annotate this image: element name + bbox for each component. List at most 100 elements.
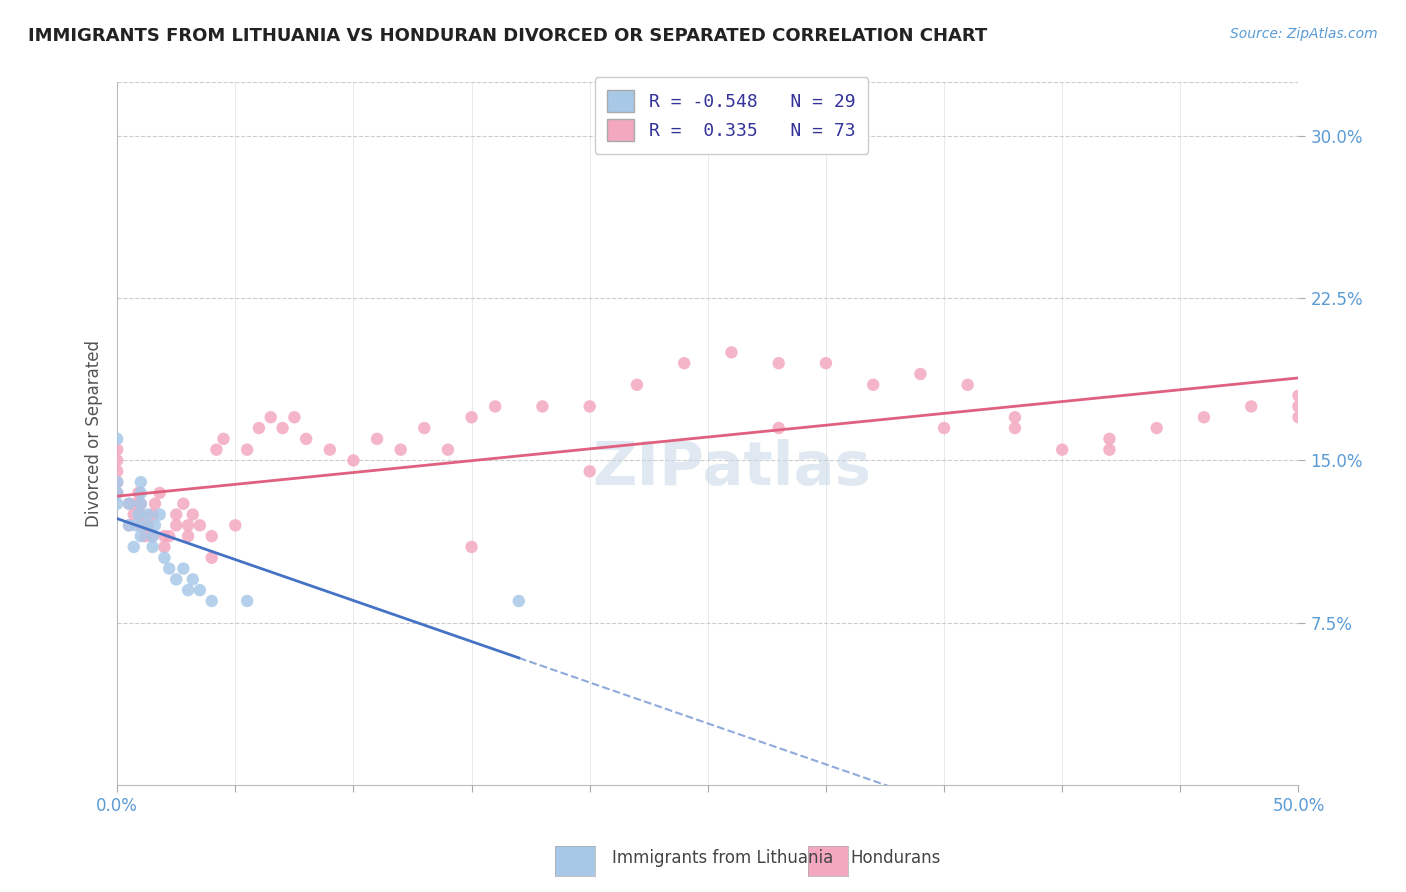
Point [1288, 400, 1310, 414]
Point [127, 486, 149, 500]
Point [626, 377, 648, 392]
Point [1288, 389, 1310, 403]
Point [413, 421, 436, 435]
Point [129, 518, 152, 533]
Point [181, 573, 204, 587]
Point [437, 442, 460, 457]
Point [932, 421, 955, 435]
Point [122, 540, 145, 554]
Point [460, 540, 482, 554]
Point [460, 410, 482, 425]
Point [295, 432, 318, 446]
Point [1050, 442, 1073, 457]
Point [342, 453, 364, 467]
Point [105, 497, 128, 511]
Point [125, 518, 148, 533]
Point [105, 464, 128, 478]
Point [1004, 410, 1026, 425]
Point [135, 518, 157, 533]
Legend: R = -0.548   N = 29, R =  0.335   N = 73: R = -0.548 N = 29, R = 0.335 N = 73 [595, 77, 868, 153]
Point [1240, 400, 1263, 414]
Point [720, 345, 742, 359]
Point [118, 518, 141, 533]
Point [205, 442, 228, 457]
Point [142, 529, 165, 543]
Point [105, 486, 128, 500]
Point [224, 518, 246, 533]
Point [127, 508, 149, 522]
Point [149, 508, 172, 522]
Point [508, 594, 530, 608]
Point [129, 475, 152, 489]
Text: Immigrants from Lithuania: Immigrants from Lithuania [612, 849, 832, 867]
Point [153, 540, 176, 554]
Point [578, 400, 600, 414]
Point [135, 529, 157, 543]
Point [768, 356, 790, 370]
Point [165, 518, 187, 533]
Point [118, 518, 141, 533]
Point [814, 356, 837, 370]
Point [201, 594, 224, 608]
Text: IMMIGRANTS FROM LITHUANIA VS HONDURAN DIVORCED OR SEPARATED CORRELATION CHART: IMMIGRANTS FROM LITHUANIA VS HONDURAN DI… [28, 27, 987, 45]
Point [149, 486, 172, 500]
Point [118, 497, 141, 511]
Point [153, 550, 176, 565]
Point [283, 410, 305, 425]
Point [1098, 442, 1121, 457]
Point [129, 497, 152, 511]
Point [201, 550, 224, 565]
Text: Source: ZipAtlas.com: Source: ZipAtlas.com [1230, 27, 1378, 41]
Point [172, 497, 194, 511]
Point [910, 367, 932, 381]
Point [143, 497, 166, 511]
Point [236, 594, 259, 608]
Point [172, 561, 194, 575]
Point [105, 486, 128, 500]
Point [122, 508, 145, 522]
Point [673, 356, 696, 370]
Point [165, 573, 187, 587]
Point [1288, 410, 1310, 425]
Point [578, 464, 600, 478]
Point [1192, 410, 1215, 425]
Point [177, 529, 200, 543]
Point [236, 442, 259, 457]
Point [105, 475, 128, 489]
Point [1004, 421, 1026, 435]
Point [129, 529, 152, 543]
Point [366, 432, 388, 446]
Point [484, 400, 506, 414]
Point [531, 400, 554, 414]
Point [157, 561, 180, 575]
Y-axis label: Divorced or Separated: Divorced or Separated [86, 340, 103, 527]
Point [129, 508, 152, 522]
Point [319, 442, 342, 457]
Point [768, 421, 790, 435]
Point [105, 442, 128, 457]
Point [260, 410, 283, 425]
Point [142, 508, 165, 522]
Point [181, 508, 204, 522]
Point [136, 508, 159, 522]
Text: Hondurans: Hondurans [851, 849, 941, 867]
Point [188, 583, 211, 598]
Point [177, 583, 200, 598]
Point [165, 508, 187, 522]
Point [142, 540, 165, 554]
Point [143, 518, 166, 533]
Point [177, 518, 200, 533]
Point [862, 377, 884, 392]
Point [212, 432, 235, 446]
Point [157, 529, 180, 543]
Point [136, 518, 159, 533]
Point [389, 442, 412, 457]
Point [105, 432, 128, 446]
Point [129, 497, 152, 511]
Point [105, 453, 128, 467]
Point [1098, 432, 1121, 446]
Point [125, 497, 148, 511]
Point [956, 377, 979, 392]
Point [201, 529, 224, 543]
Point [105, 475, 128, 489]
